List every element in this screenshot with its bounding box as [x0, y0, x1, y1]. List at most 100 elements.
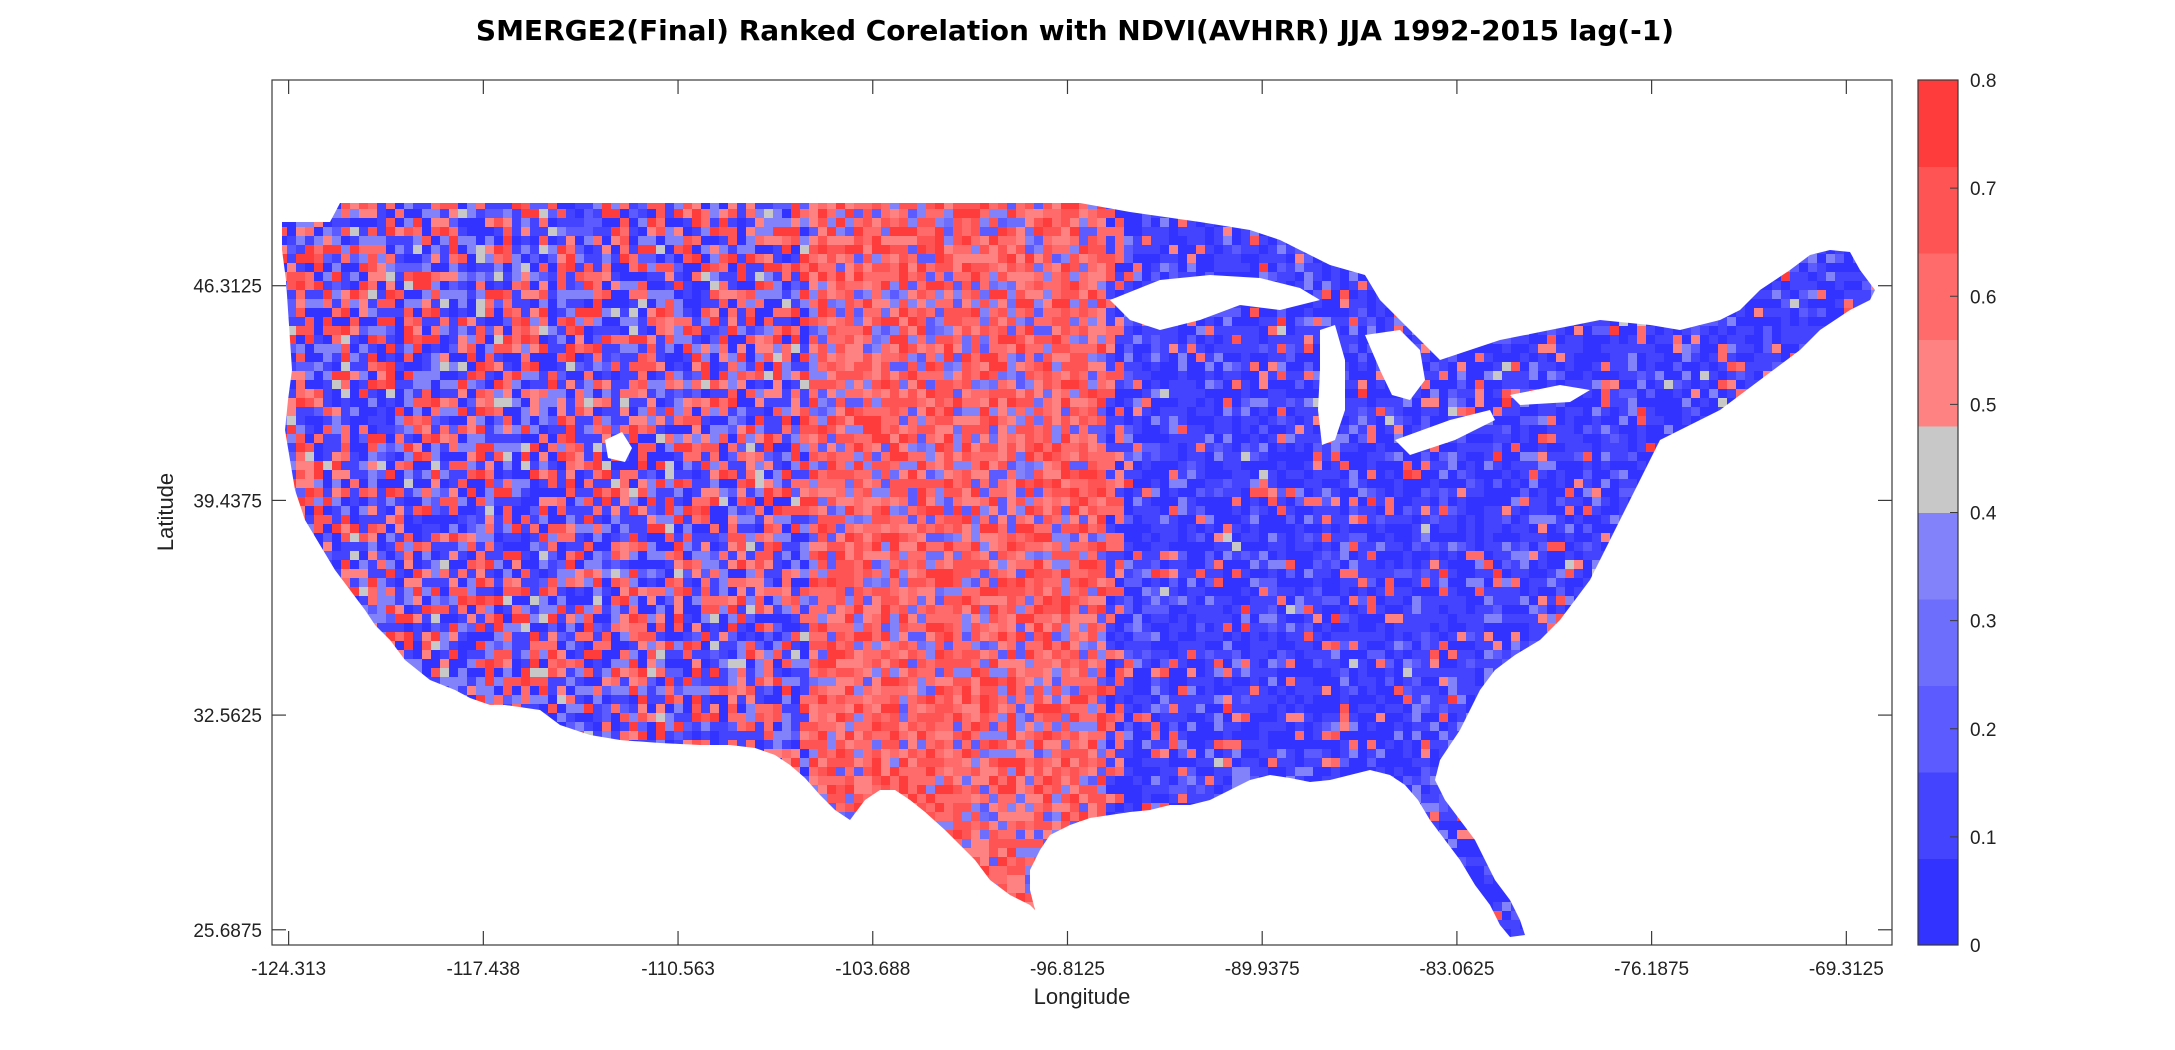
heatmap-cell	[971, 209, 980, 218]
heatmap-cell	[1700, 326, 1709, 335]
heatmap-cell	[629, 416, 638, 425]
heatmap-cell	[980, 371, 989, 380]
heatmap-cell	[350, 272, 359, 281]
heatmap-cell	[1736, 380, 1745, 389]
heatmap-cell	[1610, 416, 1619, 425]
heatmap-cell	[1475, 443, 1484, 452]
heatmap-cell	[854, 434, 863, 443]
heatmap-cell	[872, 326, 881, 335]
heatmap-cell	[305, 245, 314, 254]
heatmap-cell	[800, 245, 809, 254]
heatmap-cell	[1844, 281, 1853, 290]
heatmap-cell	[827, 308, 836, 317]
heatmap-cell	[908, 281, 917, 290]
heatmap-cell	[503, 353, 512, 362]
heatmap-cell	[1025, 254, 1034, 263]
heatmap-cell	[1016, 254, 1025, 263]
heatmap-cell	[368, 281, 377, 290]
heatmap-cell	[539, 272, 548, 281]
heatmap-cell	[1421, 353, 1430, 362]
heatmap-cell	[305, 362, 314, 371]
heatmap-cell	[1637, 371, 1646, 380]
heatmap-cell	[584, 299, 593, 308]
heatmap-cell	[530, 380, 539, 389]
heatmap-cell	[1691, 344, 1700, 353]
heatmap-cell	[1115, 245, 1124, 254]
heatmap-cell	[1106, 227, 1115, 236]
heatmap-cell	[395, 398, 404, 407]
heatmap-cell	[395, 218, 404, 227]
heatmap-cell	[1178, 335, 1187, 344]
heatmap-cell	[791, 317, 800, 326]
heatmap-cell	[1223, 326, 1232, 335]
heatmap-cell	[746, 335, 755, 344]
heatmap-cell	[1268, 335, 1277, 344]
heatmap-cell	[701, 425, 710, 434]
heatmap-cell	[1097, 245, 1106, 254]
heatmap-cell	[773, 353, 782, 362]
heatmap-cell	[413, 272, 422, 281]
heatmap-cell	[467, 443, 476, 452]
heatmap-cell	[1061, 308, 1070, 317]
heatmap-cell	[494, 218, 503, 227]
heatmap-cell	[665, 425, 674, 434]
heatmap-cell	[809, 434, 818, 443]
heatmap-cell	[476, 308, 485, 317]
heatmap-cell	[1052, 209, 1061, 218]
heatmap-cell	[1574, 434, 1583, 443]
heatmap-cell	[530, 308, 539, 317]
heatmap-cell	[908, 389, 917, 398]
heatmap-cell	[1313, 380, 1322, 389]
heatmap-cell	[926, 389, 935, 398]
heatmap-cell	[998, 362, 1007, 371]
heatmap-cell	[566, 425, 575, 434]
heatmap-cell	[584, 371, 593, 380]
heatmap-cell	[1277, 353, 1286, 362]
heatmap-cell	[1304, 416, 1313, 425]
heatmap-cell	[413, 335, 422, 344]
heatmap-cell	[494, 425, 503, 434]
heatmap-cell	[368, 227, 377, 236]
heatmap-cell	[521, 407, 530, 416]
heatmap-cell	[1214, 389, 1223, 398]
heatmap-cell	[476, 344, 485, 353]
heatmap-cell	[1565, 371, 1574, 380]
heatmap-cell	[629, 263, 638, 272]
heatmap-cell	[1034, 245, 1043, 254]
heatmap-cell	[989, 434, 998, 443]
heatmap-cell	[764, 254, 773, 263]
heatmap-cell	[971, 380, 980, 389]
heatmap-cell	[719, 308, 728, 317]
heatmap-cell	[908, 236, 917, 245]
heatmap-cell	[1394, 398, 1403, 407]
heatmap-cell	[1691, 380, 1700, 389]
heatmap-cell	[647, 416, 656, 425]
heatmap-cell	[989, 209, 998, 218]
heatmap-cell	[1367, 299, 1376, 308]
heatmap-cell	[1313, 398, 1322, 407]
heatmap-cell	[1223, 245, 1232, 254]
heatmap-cell	[809, 380, 818, 389]
heatmap-cell	[1097, 335, 1106, 344]
heatmap-cell	[584, 218, 593, 227]
heatmap-cell	[917, 236, 926, 245]
heatmap-cell	[1691, 398, 1700, 407]
heatmap-cell	[593, 416, 602, 425]
heatmap-cell	[539, 344, 548, 353]
heatmap-cell	[836, 203, 845, 209]
heatmap-cell	[1412, 398, 1421, 407]
heatmap-cell	[1304, 407, 1313, 416]
heatmap-cell	[575, 218, 584, 227]
heatmap-cell	[467, 308, 476, 317]
heatmap-cell	[746, 371, 755, 380]
heatmap-cell	[1619, 326, 1628, 335]
heatmap-cell	[701, 389, 710, 398]
heatmap-cell	[1079, 344, 1088, 353]
heatmap-cell	[620, 416, 629, 425]
heatmap-cell	[1691, 389, 1700, 398]
heatmap-cell	[305, 254, 314, 263]
heatmap-cell	[863, 236, 872, 245]
heatmap-cell	[431, 326, 440, 335]
heatmap-cell	[350, 434, 359, 443]
heatmap-cell	[1790, 317, 1799, 326]
